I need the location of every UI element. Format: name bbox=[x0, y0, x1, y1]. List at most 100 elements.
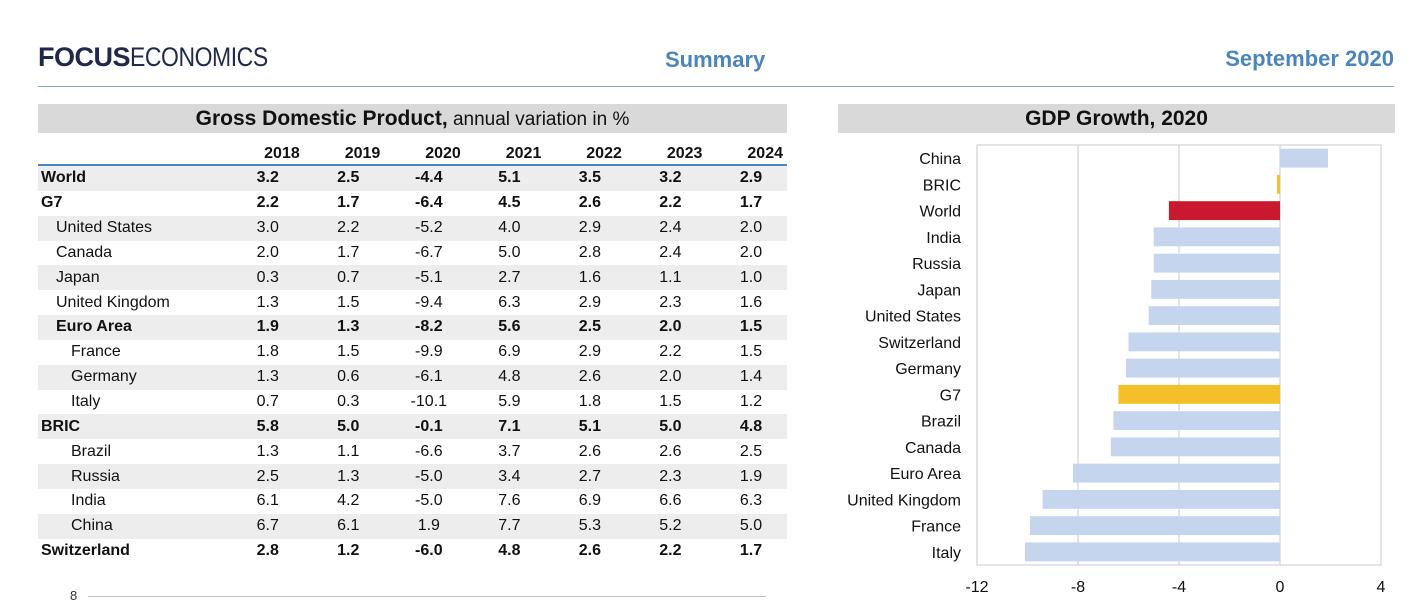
cell-value: -10.1 bbox=[410, 393, 448, 411]
table-cell: 1.7 bbox=[706, 539, 787, 564]
table-cell: 3.2 bbox=[625, 165, 707, 191]
cell-value: 2.2 bbox=[256, 194, 279, 212]
category-label: Italy bbox=[932, 545, 961, 562]
logo-bold-text: FOCUS bbox=[38, 42, 131, 72]
table-cell: 5.1 bbox=[464, 165, 546, 191]
table-header-corner bbox=[38, 144, 224, 166]
table-cell: 4.2 bbox=[304, 489, 385, 514]
cell-value: 6.6 bbox=[659, 492, 682, 510]
bar-united-states bbox=[1148, 306, 1280, 326]
table-cell: 6.1 bbox=[223, 489, 304, 514]
bar-china bbox=[1280, 148, 1328, 168]
bar-brazil bbox=[1113, 411, 1280, 431]
cell-value: 2.2 bbox=[659, 194, 682, 212]
table-cell: 2.4 bbox=[625, 215, 707, 241]
cell-value: -0.1 bbox=[415, 417, 443, 435]
cell-value: 7.7 bbox=[498, 517, 521, 535]
row-label: France bbox=[71, 343, 121, 361]
table-cell: 1.5 bbox=[706, 315, 787, 340]
category-label: G7 bbox=[940, 387, 961, 404]
table-cell: 6.1 bbox=[303, 513, 385, 539]
table-row: India 6.1 4.2 -5.0 7.6 6.9 6.6 6.3 bbox=[38, 489, 787, 514]
bar-japan bbox=[1151, 279, 1280, 299]
cell-value: -8.2 bbox=[415, 318, 443, 336]
cell-value: -4.4 bbox=[415, 169, 443, 187]
category-label: India bbox=[926, 230, 961, 247]
cell-value: 0.6 bbox=[337, 368, 360, 386]
table-cell: 1.4 bbox=[706, 364, 787, 390]
cell-value: 5.6 bbox=[498, 318, 521, 336]
cell-value: 2.2 bbox=[659, 343, 682, 361]
cell-value: 0.7 bbox=[256, 393, 279, 411]
cell-value: 6.9 bbox=[498, 343, 521, 361]
table-cell: -9.4 bbox=[384, 290, 465, 315]
table-title: Gross Domestic Product, annual variation… bbox=[38, 104, 787, 133]
table-row: BRIC 5.8 5.0 -0.1 7.1 5.1 5.0 4.8 bbox=[38, 414, 787, 440]
cell-value: 2.2 bbox=[337, 219, 360, 237]
table-cell: 5.3 bbox=[545, 513, 626, 539]
bar-russia bbox=[1153, 253, 1280, 273]
table-cell: 1.5 bbox=[706, 340, 787, 365]
cell-value: -9.4 bbox=[415, 293, 443, 311]
table-cell: 5.6 bbox=[464, 315, 546, 340]
table-cell: 5.0 bbox=[303, 414, 385, 440]
table-cell: -10.1 bbox=[384, 390, 465, 415]
table-cell: -6.1 bbox=[384, 364, 465, 390]
table-cell: 2.0 bbox=[706, 215, 787, 241]
table-cell: 2.6 bbox=[545, 364, 626, 390]
cell-value: 6.3 bbox=[739, 492, 763, 510]
bar-switzerland bbox=[1128, 332, 1280, 352]
table-header-row: 2018 2019 2020 2021 2022 2023 2024 bbox=[38, 144, 787, 166]
table-cell: 0.3 bbox=[304, 390, 385, 415]
bar-italy bbox=[1024, 542, 1280, 562]
table-title-main: Gross Domestic Product, bbox=[195, 107, 448, 130]
table-cell: 2.0 bbox=[625, 364, 707, 390]
table-cell: 2.9 bbox=[706, 165, 787, 191]
table-cell: 5.0 bbox=[706, 513, 787, 539]
cell-value: 2.7 bbox=[498, 268, 521, 286]
cell-value: 1.2 bbox=[739, 393, 763, 411]
category-label: World bbox=[920, 204, 962, 221]
table-cell: 0.7 bbox=[303, 265, 385, 291]
table-cell: 1.1 bbox=[304, 439, 385, 464]
table-cell: 6.3 bbox=[465, 290, 546, 315]
cell-value: 1.4 bbox=[739, 368, 763, 386]
table-cell: 1.6 bbox=[545, 265, 626, 291]
brand-logo: FOCUSECONOMICS bbox=[38, 40, 292, 74]
cell-value: 5.1 bbox=[498, 169, 521, 187]
table-cell: 2.0 bbox=[625, 315, 707, 340]
cell-value: 1.5 bbox=[337, 343, 360, 361]
table-row: Italy 0.7 0.3 -10.1 5.9 1.8 1.5 1.2 bbox=[38, 390, 787, 415]
row-label: Italy bbox=[71, 393, 101, 411]
table-row: United States 3.0 2.2 -5.2 4.0 2.9 2.4 2.0 bbox=[38, 215, 787, 241]
cell-value: 0.3 bbox=[256, 268, 279, 286]
table-cell: 2.2 bbox=[626, 340, 707, 365]
category-label: China bbox=[919, 151, 961, 168]
table-row: Euro Area 1.9 1.3 -8.2 5.6 2.5 2.0 1.5 bbox=[38, 315, 787, 340]
bar-g7 bbox=[1118, 384, 1280, 404]
cell-value: 2.6 bbox=[659, 442, 682, 460]
table-cell: 2.2 bbox=[626, 191, 707, 216]
table-cell: 2.0 bbox=[706, 241, 787, 266]
bar-bric bbox=[1277, 174, 1280, 194]
row-label: Brazil bbox=[71, 442, 112, 460]
category-label: Germany bbox=[895, 361, 961, 378]
cell-value: 2.8 bbox=[256, 542, 279, 560]
table-cell: 2.8 bbox=[223, 539, 304, 564]
cell-value: 5.1 bbox=[578, 417, 601, 435]
cell-value: 0.7 bbox=[337, 268, 360, 286]
cell-value: -6.7 bbox=[415, 243, 443, 261]
x-tick-label: 0 bbox=[1276, 579, 1285, 596]
cell-value: 1.9 bbox=[739, 467, 763, 485]
table-cell: 1.3 bbox=[223, 439, 304, 464]
category-label: Switzerland bbox=[878, 335, 961, 352]
table-cell: 1.9 bbox=[223, 315, 304, 340]
cell-value: -5.1 bbox=[415, 268, 443, 286]
cell-value: 1.7 bbox=[739, 194, 763, 212]
row-label: Japan bbox=[38, 265, 224, 291]
table-cell: 2.3 bbox=[626, 290, 707, 315]
table-cell: 1.6 bbox=[706, 290, 787, 315]
row-label: India bbox=[71, 492, 106, 510]
table-cell: 2.5 bbox=[706, 439, 787, 464]
cell-value: 1.1 bbox=[337, 442, 360, 460]
